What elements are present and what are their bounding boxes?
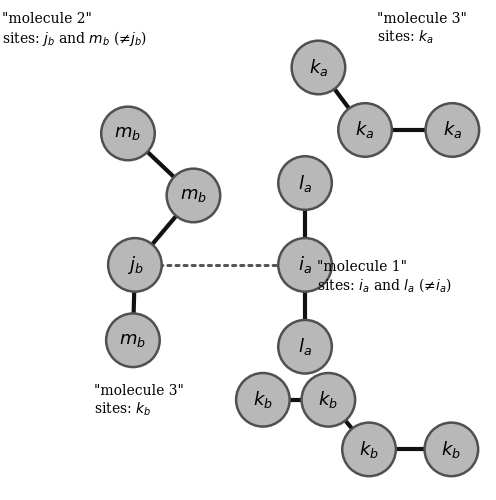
Text: $\mathit{k}_b$: $\mathit{k}_b$ bbox=[359, 439, 379, 460]
Circle shape bbox=[278, 320, 332, 374]
Text: $\mathit{k}_b$: $\mathit{k}_b$ bbox=[318, 390, 338, 410]
Circle shape bbox=[302, 373, 355, 426]
Text: $\mathit{m}_b$: $\mathit{m}_b$ bbox=[115, 124, 141, 142]
Circle shape bbox=[108, 238, 162, 292]
Text: $\mathit{k}_b$: $\mathit{k}_b$ bbox=[253, 390, 273, 410]
Text: $\mathit{k}_a$: $\mathit{k}_a$ bbox=[309, 57, 328, 78]
Text: $\mathit{k}_b$: $\mathit{k}_b$ bbox=[441, 439, 461, 460]
Circle shape bbox=[278, 238, 332, 292]
Circle shape bbox=[292, 40, 345, 94]
Circle shape bbox=[342, 422, 396, 476]
Circle shape bbox=[106, 314, 160, 367]
Text: "molecule 2"
sites: $j_b$ and $m_b$ (≠$j_b$): "molecule 2" sites: $j_b$ and $m_b$ (≠$j… bbox=[2, 12, 148, 48]
Text: $\mathit{k}_a$: $\mathit{k}_a$ bbox=[356, 120, 374, 141]
Text: "molecule 3"
sites: $k_a$: "molecule 3" sites: $k_a$ bbox=[377, 12, 467, 46]
Circle shape bbox=[426, 103, 479, 157]
Text: $\mathit{i}_a$: $\mathit{i}_a$ bbox=[298, 254, 312, 276]
Circle shape bbox=[278, 156, 332, 210]
Text: $\mathit{k}_a$: $\mathit{k}_a$ bbox=[443, 120, 462, 141]
Text: "molecule 1"
sites: $i_a$ and $l_a$ (≠$i_a$): "molecule 1" sites: $i_a$ and $l_a$ (≠$i… bbox=[317, 260, 452, 294]
Text: $\mathit{m}_b$: $\mathit{m}_b$ bbox=[180, 186, 207, 204]
Text: $\mathit{j}_b$: $\mathit{j}_b$ bbox=[126, 254, 143, 276]
Circle shape bbox=[236, 373, 290, 426]
Circle shape bbox=[425, 422, 478, 476]
Text: $\mathit{m}_b$: $\mathit{m}_b$ bbox=[120, 332, 146, 349]
Circle shape bbox=[167, 168, 220, 222]
Text: $\mathit{l}_a$: $\mathit{l}_a$ bbox=[298, 172, 312, 194]
Text: "molecule 3"
sites: $k_b$: "molecule 3" sites: $k_b$ bbox=[94, 384, 184, 418]
Circle shape bbox=[101, 106, 155, 160]
Circle shape bbox=[338, 103, 392, 157]
Text: $\mathit{l}_a$: $\mathit{l}_a$ bbox=[298, 336, 312, 357]
